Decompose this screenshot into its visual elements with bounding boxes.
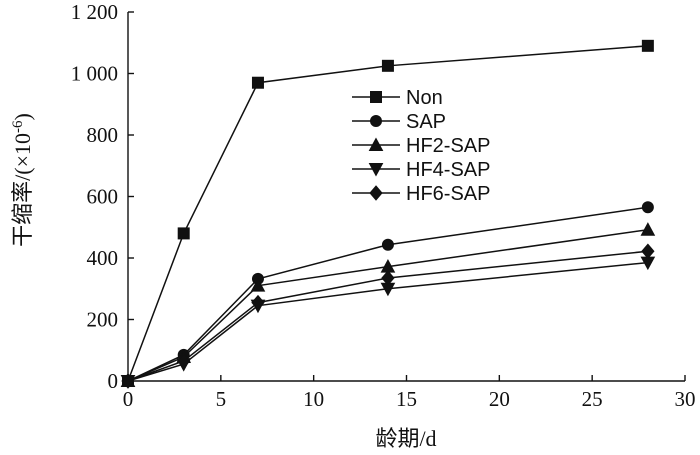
y-axis-title-tail: ) — [10, 113, 35, 120]
y-tick-label: 600 — [87, 185, 119, 209]
series-line-hf2-sap — [127, 228, 648, 382]
x-tick-label: 30 — [675, 387, 696, 411]
series-hf6-sap — [121, 243, 655, 389]
legend-item-hf6-sap: HF6-SAP — [352, 183, 490, 205]
legend-marker — [370, 115, 382, 127]
legend-item-hf4-sap: HF4-SAP — [352, 159, 490, 181]
x-tick-label: 0 — [123, 387, 134, 411]
data-point-hf6-sap — [177, 353, 191, 369]
x-tick-label: 15 — [396, 387, 417, 411]
legend-label: HF6-SAP — [406, 183, 490, 205]
series-line-non — [127, 45, 648, 382]
x-tick-label: 25 — [582, 387, 603, 411]
legend-item-hf2-sap: HF2-SAP — [352, 135, 490, 157]
y-tick-label: 0 — [108, 369, 119, 393]
y-tick-label: 1 000 — [71, 62, 118, 86]
data-point-hf6-sap — [251, 294, 265, 311]
axes: 0 5 10 15 20 25 30 0 200 400 600 800 1 000 1 200 — [71, 0, 696, 411]
x-axis-title: 龄期/d — [375, 426, 436, 451]
y-tick-label: 200 — [87, 308, 119, 332]
y-axis-title-main: 干缩率/(×10 — [10, 133, 35, 247]
legend-marker — [368, 137, 384, 151]
x-tick-label: 10 — [303, 387, 324, 411]
data-point-non — [641, 39, 654, 52]
y-axis-title-exponent: -6 — [10, 120, 26, 133]
data-point-hf6-sap — [381, 270, 395, 286]
legend-item-sap: SAP — [352, 111, 446, 133]
y-tick-label: 400 — [87, 246, 119, 270]
legend-item-non: Non — [352, 87, 443, 109]
data-point-hf6-sap — [121, 373, 135, 389]
y-tick-label: 1 200 — [71, 0, 118, 24]
legend-marker — [368, 163, 384, 177]
legend-label: Non — [406, 87, 443, 109]
legend-marker — [369, 185, 383, 201]
data-point-hf6-sap — [641, 243, 655, 260]
data-point-hf2-sap — [250, 278, 266, 292]
legend-label: SAP — [406, 111, 446, 133]
series-layer — [120, 39, 656, 389]
legend-label: HF4-SAP — [406, 159, 490, 181]
series-non — [122, 39, 654, 387]
y-axis-title: 干缩率/(×10-6) — [10, 113, 35, 247]
data-point-non — [381, 59, 394, 72]
y-tick-label: 800 — [87, 123, 119, 147]
data-point-sap — [381, 238, 394, 251]
data-point-hf2-sap — [640, 222, 656, 236]
data-point-non — [177, 227, 190, 240]
x-tick-label: 20 — [489, 387, 510, 411]
data-point-sap — [641, 201, 654, 214]
x-tick-label: 5 — [216, 387, 227, 411]
data-point-non — [251, 76, 264, 89]
legend-marker — [370, 91, 382, 103]
legend-label: HF2-SAP — [406, 135, 490, 157]
